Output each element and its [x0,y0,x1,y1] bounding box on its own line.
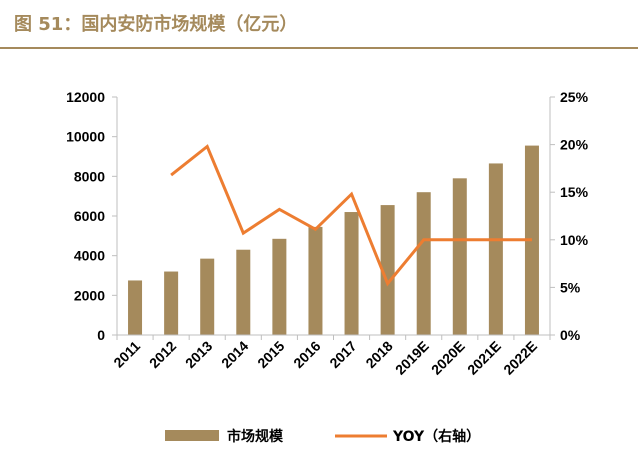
bar-2020E [452,178,467,335]
x-tick-label: 2019E [392,338,432,378]
x-tick-label: 2015 [254,338,287,371]
right-tick-label: 15% [560,184,589,200]
bar-2011 [128,280,143,335]
x-tick-label: 2020E [428,338,468,378]
axes [112,96,555,340]
bar-2015 [272,238,287,335]
left-tick-label: 8000 [74,168,105,184]
bar-2014 [236,249,251,335]
yoy-line-series [170,144,533,287]
bar-2013 [200,258,215,335]
tick-labels: 0 2000 4000 6000 8000 10000 12000 0% 5% 10% 15% 20%… [66,89,589,378]
left-tick-label: 4000 [74,248,105,264]
right-tick-label: 20% [560,137,589,153]
bar-2016 [308,226,323,335]
left-tick-label: 0 [97,327,105,343]
right-tick-label: 10% [560,232,589,248]
x-tick-label: 2011 [110,338,143,371]
x-tick-label: 2013 [182,338,215,371]
right-tick-label: 5% [560,279,581,295]
legend-line-label: YOY（右轴） [392,428,480,445]
legend-bar-swatch [165,430,219,441]
x-tick-label: 2012 [146,338,179,371]
left-tick-label: 10000 [66,129,105,145]
bar-series [128,145,539,335]
x-tick-label: 2022E [500,338,540,378]
x-tick-label: 2016 [290,338,323,371]
bar-2012 [164,271,179,335]
title-divider [0,47,638,49]
x-tick-label: 2017 [326,338,359,371]
legend-bar-label: 市场规模 [227,428,284,445]
left-tick-label: 2000 [74,287,105,303]
x-tick-label: 2014 [218,338,251,371]
figure-title: 图 51：国内安防市场规模（亿元） [14,14,298,35]
x-tick-label: 2021E [464,338,504,378]
left-tick-label: 6000 [74,208,105,224]
bar-2019E [416,192,431,335]
right-tick-label: 0% [560,327,581,343]
bar-2021E [488,163,503,335]
right-tick-label: 25% [560,89,589,105]
legend: 市场规模 YOY（右轴） [165,428,480,445]
bar-2018 [380,205,395,335]
bar-2017 [344,212,359,335]
left-tick-label: 12000 [66,89,105,105]
